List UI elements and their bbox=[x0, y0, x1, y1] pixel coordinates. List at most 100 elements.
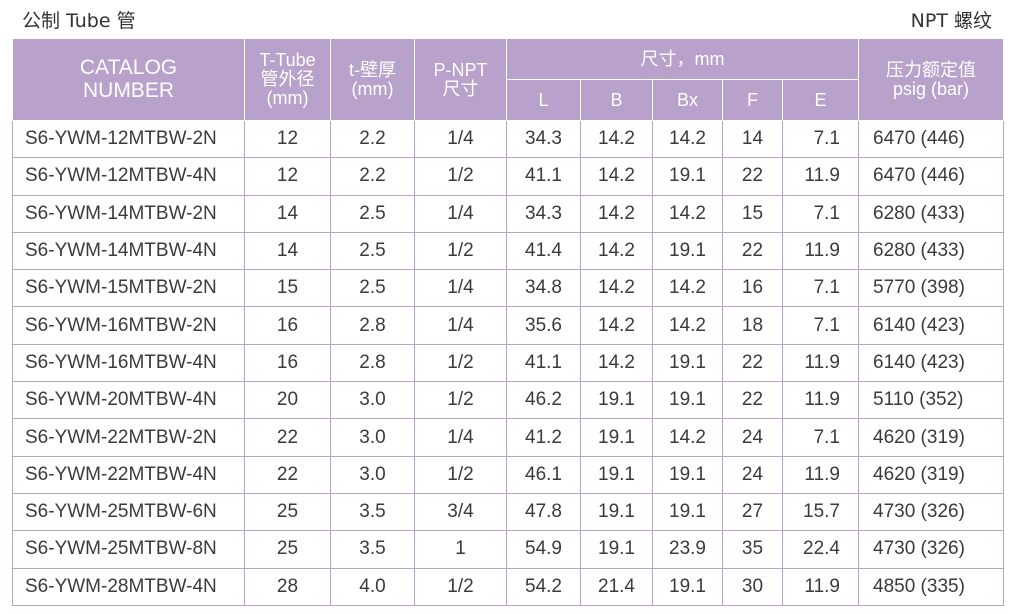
table-row: S6-YWM-28MTBW-4N 28 4.0 1/2 54.2 21.4 19.1 30 11… bbox=[12, 567, 1004, 607]
header-dim-f: F bbox=[722, 79, 783, 121]
cell-pressure-rating: 4850 (335) bbox=[858, 567, 1004, 607]
cell-wall-thickness: 3.5 bbox=[330, 492, 415, 532]
cell-dim-bx: 19.1 bbox=[652, 343, 723, 383]
cell-npt-size: 1/2 bbox=[414, 455, 507, 494]
cell-dim-b: 14.2 bbox=[580, 194, 653, 233]
cell-dim-bx: 19.1 bbox=[652, 567, 723, 607]
cell-catalog-number: S6-YWM-15MTBW-2N bbox=[12, 269, 245, 308]
cell-npt-size: 1/4 bbox=[414, 418, 507, 457]
table-row: S6-YWM-16MTBW-4N 16 2.8 1/2 41.1 14.2 19.1 22 11… bbox=[12, 343, 1004, 383]
cell-dim-l: 47.8 bbox=[506, 492, 581, 532]
cell-npt-size: 1/4 bbox=[414, 306, 507, 345]
cell-dim-f: 24 bbox=[722, 455, 783, 494]
header-pressure-rating: 压力额定值 psig (bar) bbox=[858, 38, 1004, 121]
cell-tube-od: 28 bbox=[244, 567, 331, 607]
cell-npt-size: 1/2 bbox=[414, 567, 507, 607]
cell-wall-thickness: 2.5 bbox=[330, 231, 415, 271]
cell-dim-l: 34.3 bbox=[506, 194, 581, 233]
header-dim-e: E bbox=[782, 79, 859, 121]
cell-pressure-rating: 6470 (446) bbox=[858, 119, 1004, 159]
cell-tube-od: 20 bbox=[244, 381, 331, 420]
cell-catalog-number: S6-YWM-22MTBW-2N bbox=[12, 418, 245, 457]
cell-pressure-rating: 4730 (326) bbox=[858, 492, 1004, 532]
cell-dim-b: 14.2 bbox=[580, 343, 653, 383]
cell-pressure-rating: 6470 (446) bbox=[858, 157, 1004, 196]
cell-dim-e: 7.1 bbox=[782, 306, 859, 345]
cell-npt-size: 1/2 bbox=[414, 343, 507, 383]
cell-wall-thickness: 3.0 bbox=[330, 381, 415, 420]
header-wall-thickness: t-壁厚 (mm) bbox=[330, 38, 415, 121]
cell-dim-f: 15 bbox=[722, 194, 783, 233]
cell-catalog-number: S6-YWM-25MTBW-6N bbox=[12, 492, 245, 532]
cell-dim-e: 15.7 bbox=[782, 492, 859, 532]
header-tube-od: T-Tube 管外径 (mm) bbox=[244, 38, 331, 121]
table-row: S6-YWM-25MTBW-6N 25 3.5 3/4 47.8 19.1 19.1 27 15… bbox=[12, 492, 1004, 532]
cell-dim-bx: 19.1 bbox=[652, 231, 723, 271]
table-row: S6-YWM-16MTBW-2N 16 2.8 1/4 35.6 14.2 14.2 18 7.… bbox=[12, 306, 1004, 345]
table-caption-left: 公制 Tube 管 bbox=[22, 10, 136, 32]
table-row: S6-YWM-15MTBW-2N 15 2.5 1/4 34.8 14.2 14.2 16 7.… bbox=[12, 269, 1004, 308]
cell-npt-size: 1 bbox=[414, 530, 507, 569]
cell-catalog-number: S6-YWM-12MTBW-2N bbox=[12, 119, 245, 159]
cell-tube-od: 25 bbox=[244, 492, 331, 532]
cell-catalog-number: S6-YWM-12MTBW-4N bbox=[12, 157, 245, 196]
table-row: S6-YWM-25MTBW-8N 25 3.5 1 54.9 19.1 23.9 35 22.4… bbox=[12, 530, 1004, 569]
cell-pressure-rating: 5110 (352) bbox=[858, 381, 1004, 420]
cell-npt-size: 1/2 bbox=[414, 157, 507, 196]
cell-dim-e: 11.9 bbox=[782, 343, 859, 383]
cell-dim-e: 11.9 bbox=[782, 455, 859, 494]
cell-catalog-number: S6-YWM-16MTBW-4N bbox=[12, 343, 245, 383]
cell-dim-f: 22 bbox=[722, 343, 783, 383]
cell-dim-e: 11.9 bbox=[782, 567, 859, 607]
cell-dim-bx: 14.2 bbox=[652, 194, 723, 233]
cell-catalog-number: S6-YWM-14MTBW-4N bbox=[12, 231, 245, 271]
cell-dim-b: 19.1 bbox=[580, 418, 653, 457]
cell-dim-l: 41.4 bbox=[506, 231, 581, 271]
cell-dim-e: 7.1 bbox=[782, 418, 859, 457]
cell-tube-od: 16 bbox=[244, 306, 331, 345]
cell-wall-thickness: 3.5 bbox=[330, 530, 415, 569]
cell-catalog-number: S6-YWM-25MTBW-8N bbox=[12, 530, 245, 569]
cell-dim-bx: 19.1 bbox=[652, 381, 723, 420]
cell-tube-od: 15 bbox=[244, 269, 331, 308]
cell-dim-l: 35.6 bbox=[506, 306, 581, 345]
cell-pressure-rating: 4620 (319) bbox=[858, 455, 1004, 494]
cell-dim-b: 14.2 bbox=[580, 269, 653, 308]
cell-dim-b: 14.2 bbox=[580, 306, 653, 345]
cell-pressure-rating: 6280 (433) bbox=[858, 194, 1004, 233]
cell-dim-bx: 23.9 bbox=[652, 530, 723, 569]
cell-dim-f: 24 bbox=[722, 418, 783, 457]
cell-tube-od: 22 bbox=[244, 418, 331, 457]
table-row: S6-YWM-22MTBW-4N 22 3.0 1/2 46.1 19.1 19.1 24 11… bbox=[12, 455, 1004, 494]
cell-catalog-number: S6-YWM-22MTBW-4N bbox=[12, 455, 245, 494]
cell-dim-l: 34.3 bbox=[506, 119, 581, 159]
cell-tube-od: 14 bbox=[244, 231, 331, 271]
cell-wall-thickness: 2.8 bbox=[330, 343, 415, 383]
cell-dim-f: 30 bbox=[722, 567, 783, 607]
cell-catalog-number: S6-YWM-28MTBW-4N bbox=[12, 567, 245, 607]
table-row: S6-YWM-14MTBW-4N 14 2.5 1/2 41.4 14.2 19.1 22 11… bbox=[12, 231, 1004, 271]
cell-pressure-rating: 6140 (423) bbox=[858, 343, 1004, 383]
cell-dim-bx: 19.1 bbox=[652, 157, 723, 196]
cell-tube-od: 12 bbox=[244, 119, 331, 159]
cell-dim-b: 19.1 bbox=[580, 530, 653, 569]
cell-tube-od: 14 bbox=[244, 194, 331, 233]
cell-dim-bx: 14.2 bbox=[652, 269, 723, 308]
cell-npt-size: 1/4 bbox=[414, 119, 507, 159]
cell-catalog-number: S6-YWM-14MTBW-2N bbox=[12, 194, 245, 233]
cell-dim-b: 14.2 bbox=[580, 157, 653, 196]
table-caption-right: NPT 螺纹 bbox=[910, 10, 992, 32]
spec-table: CATALOG NUMBER T-Tube 管外径 (mm) t-壁厚 (mm) P-N… bbox=[12, 38, 1004, 607]
table-row: S6-YWM-12MTBW-4N 12 2.2 1/2 41.1 14.2 19.1 22 11… bbox=[12, 157, 1004, 196]
cell-dim-bx: 19.1 bbox=[652, 455, 723, 494]
table-row: S6-YWM-20MTBW-4N 20 3.0 1/2 46.2 19.1 19.1 22 11… bbox=[12, 381, 1004, 420]
cell-tube-od: 12 bbox=[244, 157, 331, 196]
spec-table-body: S6-YWM-12MTBW-2N 12 2.2 1/4 34.3 14.2 14.2 14 7.… bbox=[12, 119, 1004, 607]
table-row: S6-YWM-22MTBW-2N 22 3.0 1/4 41.2 19.1 14.2 24 7.… bbox=[12, 418, 1004, 457]
cell-wall-thickness: 4.0 bbox=[330, 567, 415, 607]
cell-wall-thickness: 2.2 bbox=[330, 119, 415, 159]
cell-dim-f: 22 bbox=[722, 231, 783, 271]
cell-npt-size: 1/2 bbox=[414, 231, 507, 271]
table-row: S6-YWM-12MTBW-2N 12 2.2 1/4 34.3 14.2 14.2 14 7.… bbox=[12, 119, 1004, 159]
cell-npt-size: 1/4 bbox=[414, 269, 507, 308]
